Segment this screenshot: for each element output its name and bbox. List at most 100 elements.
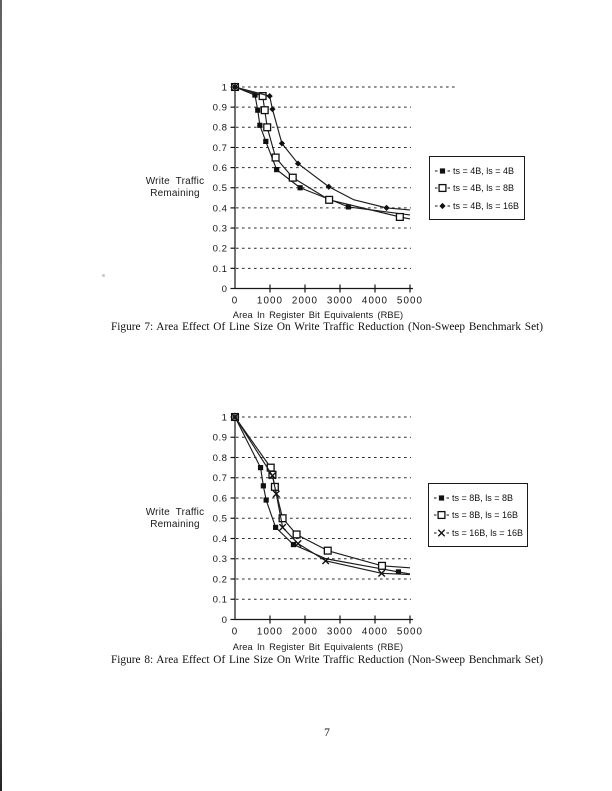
legend-label: ts = 4B, ls = 8B [453,183,515,193]
y-tick-label: 0.5 [213,514,228,525]
y-tick-label: 0.4 [213,203,228,214]
x-tick-label: 4000 [362,627,388,638]
figure-7-caption: Figure 7: Area Effect Of Line Size On Wr… [111,321,543,333]
x-tick-label: 2000 [292,627,318,638]
legend-label: ts = 8B, ls = 16B [452,510,519,520]
y-tick-label: 0.1 [213,595,228,606]
legend-item: ts = 16B, ls = 16B [434,527,524,539]
figure-8-series-line [234,416,411,576]
y-axis-label-line2: Remaining [150,518,200,530]
open-square-marker-icon [260,106,269,115]
diamond-marker-icon [266,92,273,100]
y-tick-label: 0.7 [213,143,228,154]
x-tick-label: 5000 [397,627,423,638]
figure-8-caption: Figure 8: Area Effect Of Line Size On Wr… [111,654,543,666]
x-tick-label: 0 [232,296,239,307]
page-number: 7 [324,727,330,739]
open-square-marker-icon [271,153,280,162]
filled-square-marker-icon [297,185,303,191]
filled-square-marker-icon [252,92,258,98]
open-square-legend-icon [434,510,449,520]
figure-8-series-line [234,416,411,575]
legend-label: ts = 4B, ls = 16B [453,200,520,211]
y-tick-label: 0.1 [213,264,228,275]
x-tick-label: 1000 [257,627,283,638]
diamond-marker-icon [439,202,446,209]
open-square-legend-icon [435,183,450,193]
filled-square-marker-icon [395,569,402,575]
y-tick-label: 0 [222,284,228,295]
legend-item: ts = 4B, ls = 4B [435,165,521,177]
open-square-marker-icon [288,173,297,182]
y-axis-label-line2: Remaining [150,187,200,199]
diamond-marker-icon [269,106,276,113]
open-square-marker-icon [377,561,387,570]
x-marker-icon [294,539,302,548]
y-tick-label: 0.8 [213,123,228,134]
filled-square-legend-icon [434,494,449,501]
x-tick-label: 4000 [362,296,388,307]
open-square-marker-icon [263,123,272,132]
asterisk-marker-icon [230,412,240,422]
legend-label: ts = 8B, ls = 8B [452,492,514,503]
filled-square-marker-icon [255,107,261,113]
legend-item: ts = 8B, ls = 16B [434,509,524,521]
open-square-marker-icon [437,510,446,520]
x-tick-label: 3000 [327,627,353,638]
open-square-marker-icon [292,530,301,539]
x-marker-icon [278,523,287,532]
filled-square-marker-icon [273,524,279,530]
x-tick-label: 0 [232,627,239,638]
filled-square-marker-icon [439,167,446,174]
figure-7-legend: ts = 4B, ls = 4B ts = 4B, ls = 8B ts = 4B,… [429,156,525,220]
scan-speck [102,274,105,277]
y-axis-label-line1: Write Traffic [145,176,205,187]
filled-square-marker-icon [290,541,297,548]
filled-square-marker-icon [257,122,263,128]
filled-square-marker-icon [438,494,445,501]
diamond-marker-icon [383,204,390,211]
legend-label: ts = 16B, ls = 16B [452,527,524,538]
figure-8-plot: 1 0.9 0.8 0.7 0.6 0.5 0.4 0.3 0.2 0.1 00 1000 2000 30… [213,412,423,638]
y-tick-label: 0.4 [213,534,228,545]
open-square-marker-icon [325,195,334,204]
x-marker-icon [272,490,280,498]
y-tick-label: 0.9 [213,103,228,114]
open-square-marker-icon [395,212,404,222]
legend-item: ts = 4B, ls = 8B [435,182,521,194]
filled-square-marker-icon [260,483,266,489]
x-marker-icon [321,557,330,565]
y-tick-label: 0.5 [213,183,228,194]
figure-7-y-axis-label: Write Traffic Remaining [130,176,220,199]
x-marker-icon [377,569,386,578]
x-tick-label: 2000 [292,296,318,307]
y-tick-label: 0.6 [213,163,228,174]
open-square-marker-icon [258,92,267,101]
y-tick-label: 0.2 [213,244,228,255]
x-tick-label: 1000 [257,296,283,307]
filled-square-marker-icon [274,167,280,173]
legend-item: ts = 8B, ls = 8B [434,492,524,504]
x-tick-label: 5000 [397,296,423,307]
filled-square-marker-icon [345,204,351,210]
y-tick-label: 0.7 [213,473,228,484]
y-tick-label: 0.2 [213,574,228,585]
filled-square-marker-icon [257,465,264,471]
open-square-marker-icon [438,183,447,193]
open-square-marker-icon [323,546,332,555]
filled-square-marker-icon [263,138,269,145]
figure-7-plot: 1 0.9 0.8 0.7 0.6 0.5 0.4 0.3 0.2 0.1 00 1000 2000 30… [213,82,457,307]
y-tick-label: 0.9 [213,433,228,444]
x-tick-label: 3000 [327,296,353,307]
figure-8-x-axis-label: Area In Register Bit Equivalents (RBE) [232,642,404,652]
y-tick-label: 0 [222,615,228,626]
y-axis-label-line1: Write Traffic [145,507,205,518]
legend-label: ts = 4B, ls = 4B [453,165,515,176]
diamond-marker-icon [294,160,302,167]
x-marker-icon [268,472,277,480]
y-tick-label: 1 [222,412,228,423]
y-tick-label: 0.8 [213,453,228,464]
y-tick-label: 0.6 [213,493,228,504]
filled-square-legend-icon [435,167,450,174]
